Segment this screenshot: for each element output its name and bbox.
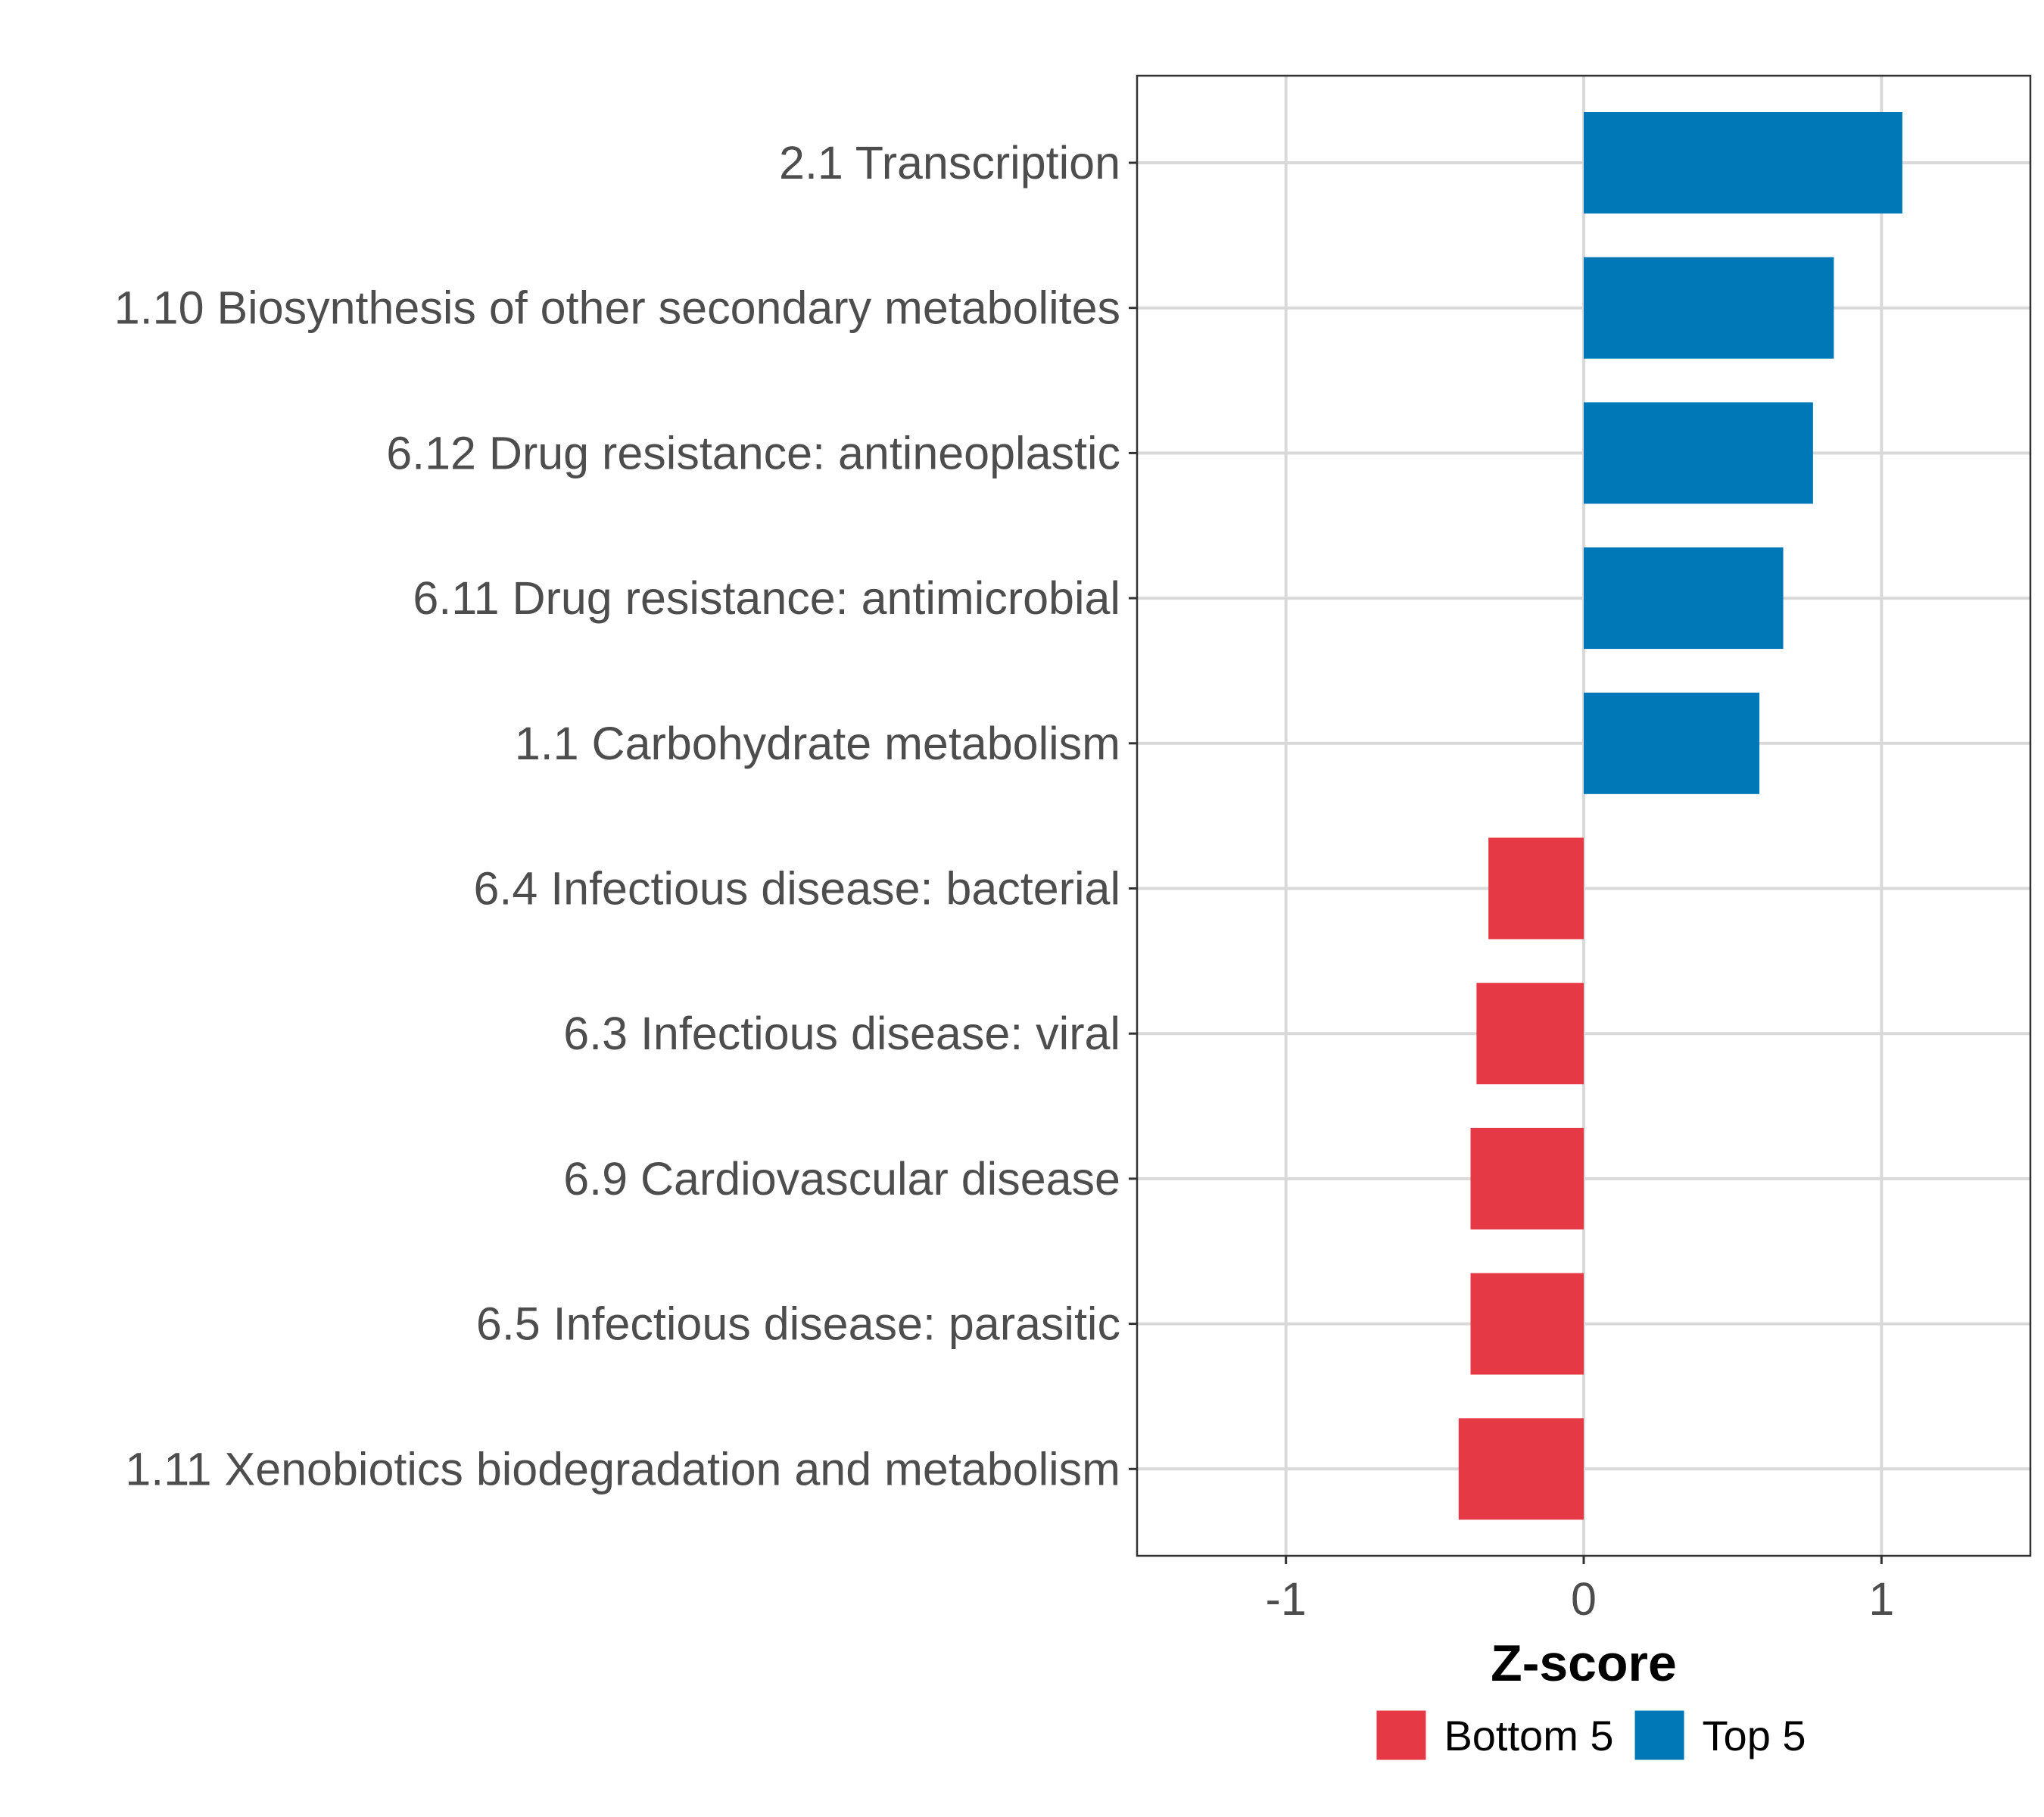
category-label: 6.4 Infectious disease: bacterial (473, 863, 1120, 915)
category-label: 6.12 Drug resistance: antineoplastic (386, 427, 1120, 478)
x-tick-label: 0 (1571, 1573, 1597, 1625)
legend-key-bottom-5 (1376, 1710, 1426, 1760)
bar-top-5 (1584, 692, 1760, 794)
legend: Bottom 5 Top 5 (1376, 1710, 1806, 1760)
legend-key-top-5 (1634, 1710, 1684, 1760)
bars (1458, 112, 1902, 1520)
x-axis-ticks: -1 0 1 (1266, 1556, 1894, 1625)
category-label: 6.9 Cardiovascular disease (563, 1153, 1120, 1205)
bar-bottom-7 (1476, 983, 1584, 1085)
x-tick-label: 1 (1868, 1573, 1894, 1625)
bar-bottom-6 (1488, 837, 1584, 940)
y-axis-ticks: 2.1 Transcription 1.10 Biosynthesis of ot… (114, 137, 1137, 1494)
category-label: 6.11 Drug resistance: antimicrobial (413, 572, 1120, 624)
bar-top-4 (1584, 547, 1784, 650)
category-label: 6.5 Infectious disease: parasitic (476, 1298, 1120, 1350)
bar-bottom-10 (1458, 1418, 1584, 1520)
legend-label-top-5: Top 5 (1703, 1712, 1806, 1759)
bar-top-3 (1584, 402, 1813, 504)
bar-bottom-8 (1470, 1127, 1584, 1230)
x-axis-title: Z-score (1491, 1635, 1677, 1692)
category-label: 1.1 Carbohydrate metabolism (515, 718, 1120, 769)
bar-bottom-9 (1470, 1273, 1584, 1375)
bar-top-2 (1584, 257, 1834, 359)
category-label: 1.11 Xenobiotics biodegradation and meta… (125, 1443, 1120, 1494)
category-label: 6.3 Infectious disease: viral (563, 1008, 1120, 1059)
x-tick-label: -1 (1266, 1573, 1307, 1625)
category-label: 1.10 Biosynthesis of other secondary met… (114, 282, 1120, 334)
legend-label-bottom-5: Bottom 5 (1444, 1712, 1613, 1759)
category-label: 2.1 Transcription (779, 137, 1120, 189)
bar-top-1 (1584, 112, 1902, 213)
